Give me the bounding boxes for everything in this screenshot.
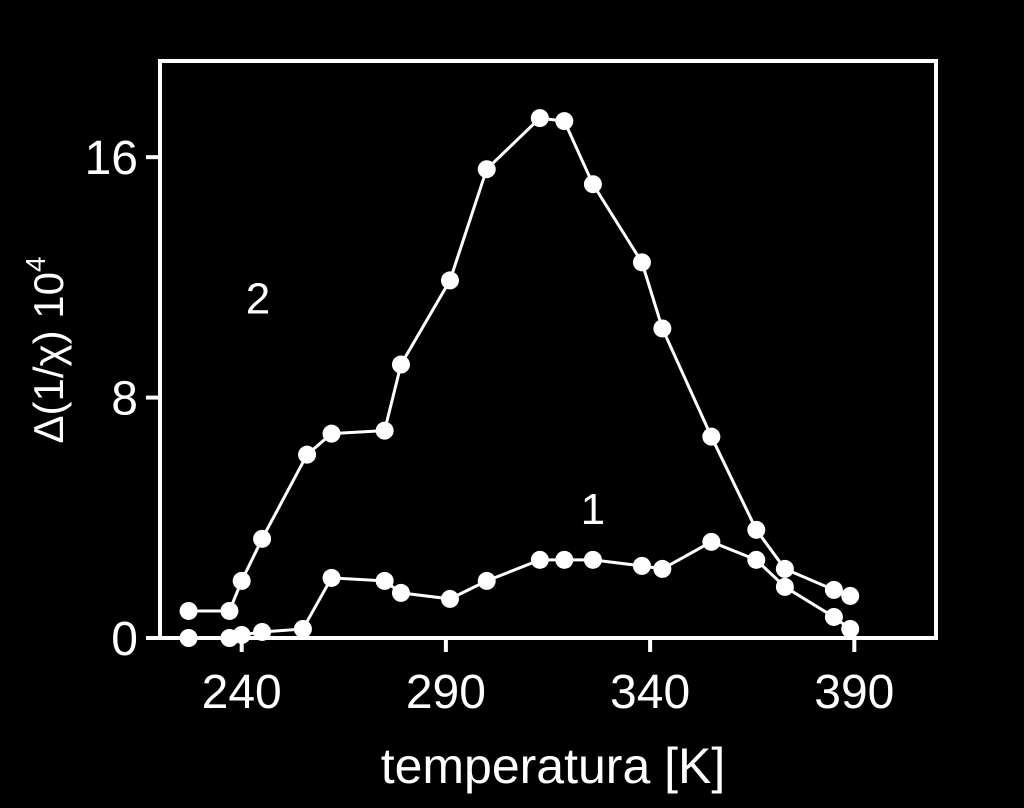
series-1-point-11 [555, 550, 574, 569]
x-tick-label-3: 390 [814, 666, 894, 719]
x-tick-label-1: 290 [406, 666, 486, 719]
series-2-point-18 [824, 580, 843, 599]
y-tick-label-0: 0 [111, 613, 138, 666]
series-1-point-9 [477, 571, 496, 590]
series-1-point-7 [391, 583, 410, 602]
series-2-point-11 [555, 112, 574, 131]
series-2-point-16 [747, 520, 766, 539]
x-tick-label-0: 240 [202, 666, 282, 719]
series-1-point-6 [375, 571, 394, 590]
series-1: 1 [179, 485, 860, 647]
series-2-point-14 [653, 319, 672, 338]
series-2-point-7 [391, 355, 410, 374]
series-2-point-19 [841, 586, 860, 605]
x-tick-label-2: 340 [610, 666, 690, 719]
y-axis-label: Δ(1/χ) 104 [20, 256, 72, 443]
series-2-point-4 [298, 445, 317, 464]
series-1-point-5 [322, 568, 341, 587]
series-2-point-13 [632, 253, 651, 272]
series-1-point-10 [530, 550, 549, 569]
series-1-point-16 [747, 550, 766, 569]
series-2-point-15 [702, 427, 721, 446]
y-tick-label-2: 16 [85, 132, 138, 185]
series-1-point-13 [632, 556, 651, 575]
y-axis-label-main: Δ(1/χ) 10 [25, 272, 72, 444]
series-2-point-2 [232, 571, 251, 590]
series-1-point-12 [583, 550, 602, 569]
series-2-point-8 [440, 271, 459, 290]
series-1-point-4 [293, 619, 312, 638]
axis-layer: 240 290 340 390 0 8 16 [85, 132, 895, 719]
series-2: 2 [179, 109, 860, 620]
series-2-point-1 [220, 601, 239, 620]
series-2-label: 2 [246, 274, 270, 323]
series-2-point-3 [253, 529, 272, 548]
series-1-point-15 [702, 532, 721, 551]
series-2-point-12 [583, 175, 602, 194]
series-layer: 12 [179, 109, 860, 647]
series-1-point-14 [653, 559, 672, 578]
plot-frame [158, 59, 938, 640]
series-2-line [188, 116, 851, 613]
series-2-point-17 [775, 559, 794, 578]
series-2-point-9 [477, 160, 496, 179]
series-1-point-19 [841, 619, 860, 638]
series-2-point-6 [375, 421, 394, 440]
series-1-point-8 [440, 589, 459, 608]
series-1-label: 1 [581, 485, 605, 534]
y-axis-label-exponent: 4 [20, 256, 51, 272]
series-1-point-17 [775, 577, 794, 596]
x-axis-label: temperatura [K] [381, 738, 726, 794]
series-2-point-10 [530, 109, 549, 128]
series-2-point-5 [322, 424, 341, 443]
series-2-point-0 [179, 601, 198, 620]
y-tick-label-1: 8 [111, 373, 138, 426]
series-1-point-18 [824, 607, 843, 626]
